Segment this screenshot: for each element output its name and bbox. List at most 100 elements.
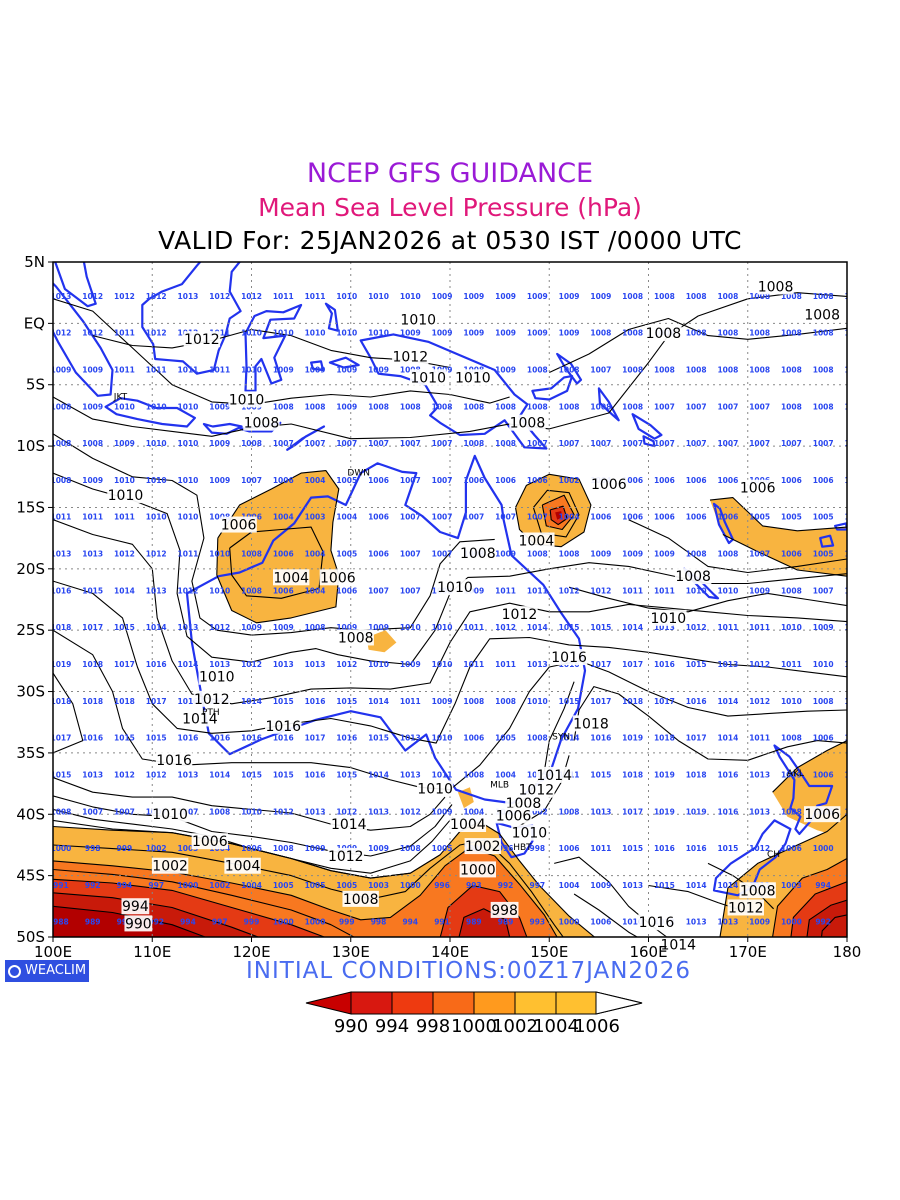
- lat-label: 40S: [16, 805, 45, 823]
- station-value: 1008: [51, 402, 72, 411]
- station-value: 1005: [813, 513, 834, 522]
- station-value: 1008: [717, 365, 738, 374]
- station-value: 1006: [622, 476, 643, 485]
- coast-sumbawa: [202, 422, 243, 435]
- isobar-label: 1004: [450, 817, 486, 833]
- station-value: 1010: [432, 734, 453, 743]
- station-value: 1010: [241, 329, 262, 338]
- station-value: 1008: [432, 402, 453, 411]
- station-value: 1007: [686, 402, 707, 411]
- isobar-label: 1008: [740, 883, 776, 899]
- station-value: 1016: [336, 734, 357, 743]
- isobar-label: 1010: [417, 781, 453, 797]
- station-value: 1011: [400, 697, 421, 706]
- isobar-998-cyclone: [549, 505, 568, 526]
- station-value: 1008: [813, 365, 834, 374]
- station-value: 1010: [400, 292, 421, 301]
- station-value: 1005: [336, 476, 357, 485]
- station-value: 1005: [781, 513, 802, 522]
- station-value: 1012: [241, 660, 262, 669]
- isobar-label: 1008: [675, 569, 711, 585]
- isobar-label: 1008: [758, 279, 794, 295]
- station-value: 1007: [590, 365, 611, 374]
- isobar-label: 1004: [225, 859, 261, 875]
- city-label: HBT: [513, 843, 532, 853]
- station-value: 1006: [241, 844, 262, 853]
- isobar-label: 1002: [465, 839, 501, 855]
- isobar-label: 1006: [192, 834, 228, 850]
- station-value: 1010: [686, 586, 707, 595]
- station-value: 1009: [400, 255, 421, 264]
- station-value: 1007: [432, 513, 453, 522]
- station-value: 1009: [400, 329, 421, 338]
- station-value: 1010: [432, 660, 453, 669]
- station-value: 1008: [241, 550, 262, 559]
- station-value: 1005: [336, 550, 357, 559]
- station-value: 1008: [813, 329, 834, 338]
- station-value: 1011: [527, 586, 548, 595]
- station-value: 1017: [305, 734, 326, 743]
- station-value: 1006: [845, 513, 866, 522]
- station-value: 1006: [781, 476, 802, 485]
- station-value: 1008: [559, 402, 580, 411]
- station-value: 1015: [336, 697, 357, 706]
- station-value: 1014: [368, 697, 389, 706]
- lon-label: 170E: [729, 943, 767, 961]
- station-value: 1008: [51, 476, 72, 485]
- station-value: 1007: [273, 439, 294, 448]
- station-value: 1009: [749, 918, 770, 927]
- isobar-label: 1012: [194, 692, 230, 708]
- station-value: 992: [815, 918, 831, 927]
- station-value: 1008: [813, 255, 834, 264]
- legend-arrow-high: [595, 991, 643, 1015]
- isobar-label: 1008: [646, 326, 682, 342]
- coast-seram: [328, 356, 360, 369]
- station-value: 1007: [590, 439, 611, 448]
- coast-sumatra: [53, 282, 114, 397]
- station-value: 1008: [845, 255, 866, 264]
- station-value: 1008: [495, 697, 516, 706]
- station-value: 1007: [622, 439, 643, 448]
- station-value: 1010: [559, 255, 580, 264]
- lat-label: 5S: [26, 376, 45, 394]
- station-value: 1008: [622, 365, 643, 374]
- station-value: 998: [371, 918, 387, 927]
- coast-nz-north: [773, 744, 834, 835]
- station-value: 996: [434, 881, 450, 890]
- station-value: 1012: [51, 329, 72, 338]
- station-value: 1015: [51, 770, 72, 779]
- station-value: 1018: [114, 697, 135, 706]
- isobar-1018: [53, 672, 84, 754]
- isobar-label: 994: [122, 899, 149, 915]
- station-value: 1009: [527, 329, 548, 338]
- station-value: 1011: [495, 660, 516, 669]
- station-value: 1009: [527, 292, 548, 301]
- station-value: 1014: [686, 881, 707, 890]
- isobar-1012-south: [53, 795, 453, 857]
- isobar-1010-west: [53, 472, 847, 666]
- isobar-label: 1008: [510, 416, 546, 432]
- station-value: 1006: [813, 734, 834, 743]
- station-value: 1008: [590, 329, 611, 338]
- station-value: 1007: [241, 476, 262, 485]
- station-value: 1013: [82, 770, 103, 779]
- station-value: 1007: [432, 439, 453, 448]
- isobar-label: 1000: [460, 862, 496, 878]
- isobar-label: 1010: [400, 313, 436, 329]
- station-value: 1018: [82, 660, 103, 669]
- station-value: 1010: [368, 329, 389, 338]
- station-value: 1017: [622, 807, 643, 816]
- isobar-label-bg: [436, 579, 474, 596]
- lat-label: 25S: [16, 621, 45, 639]
- station-value: 1011: [654, 586, 675, 595]
- station-value: 1012: [146, 292, 167, 301]
- station-value: 1008: [781, 586, 802, 595]
- station-value: 1016: [717, 770, 738, 779]
- station-value: 1003: [368, 881, 389, 890]
- station-value: 1009: [273, 365, 294, 374]
- station-value: 1012: [178, 586, 199, 595]
- station-value: 1015: [273, 697, 294, 706]
- lat-label: 50S: [16, 928, 45, 946]
- station-value: 1016: [146, 660, 167, 669]
- station-value: 1008: [463, 770, 484, 779]
